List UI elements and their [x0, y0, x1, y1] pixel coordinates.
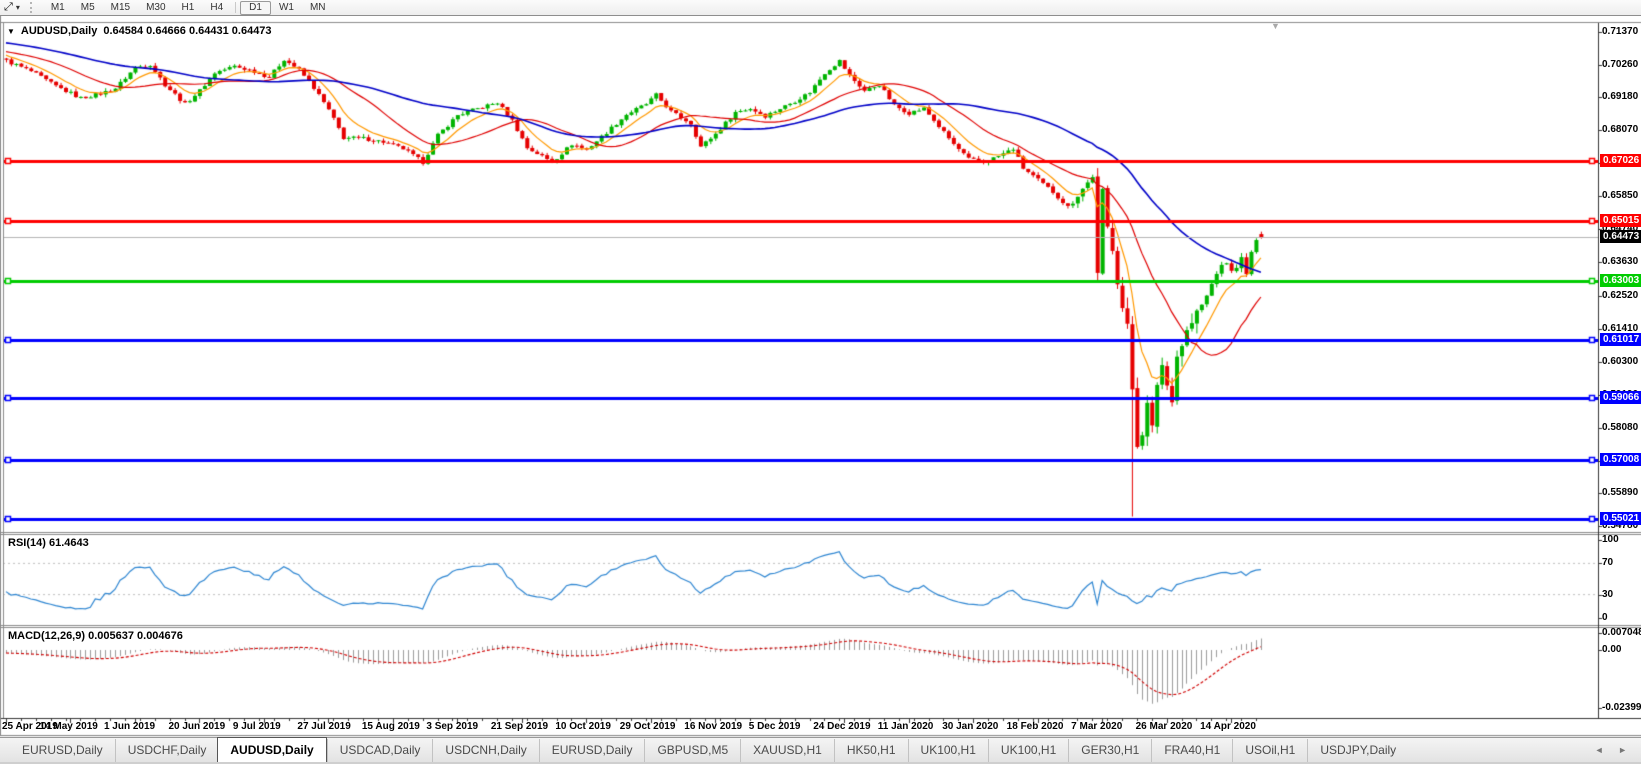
symbol-label: AUDUSD,Daily [20, 25, 98, 37]
cursor-tool-icon[interactable]: ⤢ [4, 1, 13, 13]
macd-pane-label: MACD(12,26,9) 0.005637 0.004676 [8, 630, 183, 642]
date-axis-label: 11 Jan 2020 [877, 721, 934, 732]
price-axis-tick: 0.65850 [1602, 190, 1639, 202]
date-axis-label: 16 Nov 2019 [684, 721, 743, 732]
chevron-down-icon[interactable]: ▾ [15, 3, 20, 12]
date-axis-label: 27 Jul 2019 [297, 721, 351, 732]
timeframe-button-m5[interactable]: M5 [80, 1, 95, 13]
date-axis-label: 15 Aug 2019 [361, 721, 420, 732]
chart-tab-usdcad-daily[interactable]: USDCAD,Daily [326, 739, 433, 762]
symbol-dropdown-icon[interactable]: ▼ [7, 26, 15, 36]
rsi-pane-label: RSI(14) 61.4643 [8, 537, 89, 549]
date-axis-label: 7 Mar 2020 [1071, 721, 1123, 732]
toolbar-grip [29, 2, 35, 13]
price-axis-tick: 0.54780 [1602, 520, 1639, 532]
chart-tab-usoil-h1[interactable]: USOil,H1 [1232, 739, 1307, 762]
price-axis-tick: 0.62520 [1602, 289, 1639, 301]
chart-tab-uk100-h1[interactable]: UK100,H1 [907, 739, 988, 762]
date-axis-label: 10 Oct 2019 [555, 721, 611, 732]
rsi-axis-tick: 30 [1602, 588, 1614, 600]
date-axis-label: 14 May 2019 [39, 721, 98, 732]
chart-tab-ger30-h1[interactable]: GER30,H1 [1068, 739, 1151, 762]
chart-tab-hk50-h1[interactable]: HK50,H1 [833, 739, 908, 762]
price-axis-tick: 0.61410 [1602, 322, 1639, 334]
level-price-label: 0.65015 [1600, 214, 1641, 228]
level-price-label: 0.63003 [1600, 274, 1641, 288]
rsi-axis-tick: 0 [1602, 612, 1608, 623]
chart-tab-xauusd-h1[interactable]: XAUUSD,H1 [740, 739, 834, 762]
timeframe-button-m15[interactable]: M15 [110, 1, 131, 13]
rsi-axis-tick: 70 [1602, 557, 1614, 569]
date-axis-label: 30 Jan 2020 [942, 721, 999, 732]
chart-tab-bar: EURUSD,Daily USDCHF,Daily AUDUSD,Daily USDC… [0, 737, 1641, 762]
chart-tab-usdchf-daily[interactable]: USDCHF,Daily [114, 739, 219, 762]
macd-axis-tick: 0.007048 [1602, 626, 1641, 638]
chart-tab-audusd-daily[interactable]: AUDUSD,Daily [217, 737, 327, 762]
top-toolbar: ⤢ ▾ M1 M5 M15 M30 H1 H4 D1 W1 MN [0, 0, 1641, 16]
rsi-axis-tick: 100 [1602, 534, 1619, 545]
level-price-label: 0.55021 [1600, 511, 1641, 525]
ohlc-values: 0.64584 0.64666 0.64431 0.64473 [103, 25, 272, 37]
timeframe-button-mn[interactable]: MN [309, 1, 326, 13]
level-price-label: 0.57008 [1600, 452, 1641, 466]
timeframe-button-h4[interactable]: H4 [210, 1, 224, 13]
tab-scroll-arrows[interactable]: ◄ ► [1594, 745, 1633, 755]
chart-tab-uk100-h1[interactable]: UK100,H1 [987, 739, 1068, 762]
date-axis-label: 3 Sep 2019 [426, 721, 479, 732]
date-axis-label: 25 Apr 2019 [2, 721, 58, 732]
date-axis-label: 24 Dec 2019 [813, 721, 871, 732]
timeframe-button-d1[interactable]: D1 [240, 0, 271, 15]
price-axis-tick: 0.68070 [1602, 124, 1639, 136]
macd-axis-tick: -0.023998 [1602, 701, 1641, 713]
price-axis-tick: 0.60300 [1602, 355, 1639, 367]
date-axis-label: 26 Mar 2020 [1135, 721, 1193, 732]
current-price-label: 0.64473 [1600, 230, 1641, 244]
timeframe-button-group: M1 M5 M15 M30 H1 H4 D1 W1 MN [43, 0, 334, 15]
level-price-label: 0.67026 [1600, 154, 1641, 168]
price-axis-tick: 0.58080 [1602, 421, 1639, 433]
chart-tab-eurusd-daily[interactable]: EURUSD,Daily [22, 743, 103, 757]
date-axis-label: 1 Jun 2019 [103, 721, 156, 732]
window-bottom-strip [0, 762, 1641, 764]
date-axis-label: 20 Jun 2019 [168, 721, 226, 732]
chart-tab-usdcnh-daily[interactable]: USDCNH,Daily [432, 739, 538, 762]
level-price-label: 0.59066 [1600, 391, 1641, 405]
level-price-label: 0.61017 [1600, 333, 1641, 347]
date-axis-label: 14 Apr 2020 [1200, 721, 1256, 732]
chart-tab-gbpusd-m5[interactable]: GBPUSD,M5 [644, 739, 740, 762]
chart-title: ▼ AUDUSD,Daily 0.64584 0.64666 0.64431 0… [7, 25, 272, 37]
date-axis-label: 5 Dec 2019 [748, 721, 801, 732]
price-axis-tick: 0.71370 [1602, 26, 1639, 37]
price-axis-tick: 0.55890 [1602, 486, 1639, 498]
chart-tab-eurusd-daily[interactable]: EURUSD,Daily [538, 739, 645, 762]
price-axis-tick: 0.69180 [1602, 91, 1639, 103]
timeframe-button-m1[interactable]: M1 [50, 1, 65, 13]
date-axis-label: 29 Oct 2019 [619, 721, 676, 732]
price-axis-tick: 0.64740 [1602, 223, 1639, 235]
toolbar-separator [235, 2, 237, 13]
chart-tab-fra40-h1[interactable]: FRA40,H1 [1151, 739, 1232, 762]
timeframe-button-m30[interactable]: M30 [146, 1, 166, 13]
price-axis-tick: 0.63630 [1602, 256, 1639, 268]
date-axis-label: 21 Sep 2019 [490, 721, 549, 732]
date-axis-label: 18 Feb 2020 [1006, 721, 1064, 732]
macd-axis-tick: 0.00 [1602, 644, 1622, 655]
timeframe-button-h1[interactable]: H1 [181, 1, 195, 13]
price-axis-tick: 0.70260 [1602, 59, 1639, 71]
chart-tab-usdjpy-daily[interactable]: USDJPY,Daily [1307, 739, 1408, 762]
timeframe-button-w1[interactable]: W1 [278, 1, 294, 13]
chart-shift-marker-icon[interactable]: ▼ [1271, 21, 1280, 31]
date-axis-label: 9 Jul 2019 [232, 721, 281, 732]
